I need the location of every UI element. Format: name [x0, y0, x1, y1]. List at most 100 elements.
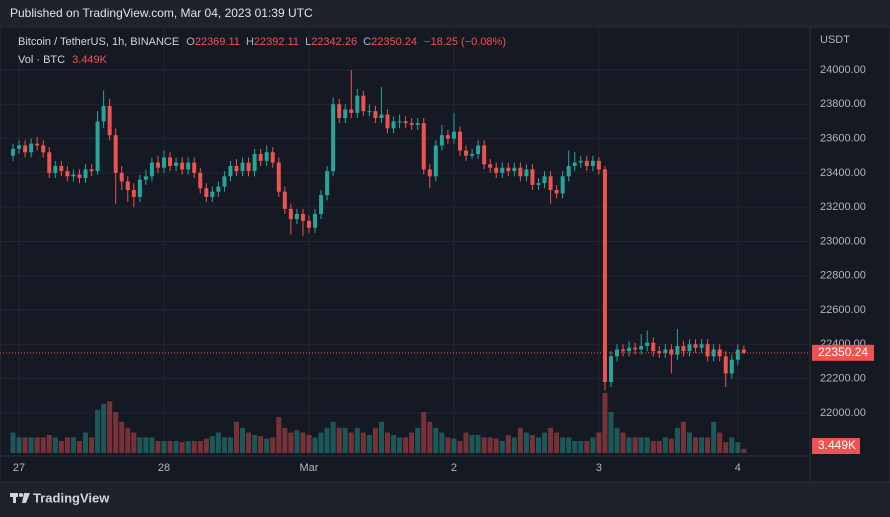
volume-bar — [391, 435, 397, 453]
candle-body — [17, 145, 22, 149]
candle-body — [633, 347, 638, 350]
candle-body — [53, 166, 58, 173]
volume-bar — [330, 421, 336, 453]
candle-body — [77, 174, 82, 178]
x-tick-label: 28 — [158, 462, 170, 474]
candle-body — [433, 145, 438, 177]
candle-body — [421, 123, 426, 170]
candle-body — [11, 148, 16, 156]
volume-bar — [487, 437, 493, 453]
volume-bar — [149, 437, 155, 453]
x-tick-label: Mar — [300, 462, 319, 474]
volume-bar — [191, 441, 197, 453]
candle-body — [524, 169, 529, 177]
candle-body — [198, 172, 203, 189]
candle-body — [476, 145, 481, 154]
volume-bar — [445, 437, 451, 453]
volume-bar — [276, 417, 282, 453]
volume-legend: Vol · BTC 3.449K — [18, 54, 108, 66]
volume-bar — [662, 437, 668, 453]
legend-key: H — [246, 36, 254, 48]
candle-body — [536, 183, 541, 185]
volume-bar — [270, 437, 276, 453]
volume-bar — [536, 437, 541, 453]
volume-bar — [566, 437, 572, 453]
candle-body — [331, 104, 336, 172]
candle-body — [174, 162, 179, 166]
x-tick-label: 2 — [451, 462, 457, 474]
candle-body — [367, 111, 372, 113]
volume-bar — [131, 432, 137, 453]
volume-bar — [46, 435, 52, 453]
candle-body — [300, 214, 305, 221]
volume-bar — [505, 435, 511, 453]
volume-bar — [590, 437, 596, 453]
last-volume-box — [812, 438, 860, 454]
legend-line: Bitcoin / TetherUS, 1h, BINANCE O22369.1… — [18, 36, 506, 48]
candle-body — [403, 121, 408, 124]
volume-bar — [463, 432, 469, 453]
candle-body — [252, 154, 257, 172]
candle-body — [41, 145, 46, 153]
volume-bar — [499, 441, 505, 453]
published-line: Published on TradingView.com, Mar 04, 20… — [10, 6, 313, 20]
volume-bar — [342, 427, 348, 453]
volume-bar — [209, 436, 215, 453]
candle-body — [149, 162, 154, 177]
candle-body — [29, 143, 34, 153]
candle-body — [89, 169, 94, 172]
candle-body — [204, 188, 209, 197]
candle-body — [439, 135, 444, 146]
candle-body — [137, 179, 142, 197]
candle-body — [186, 162, 191, 170]
volume-bar — [632, 437, 638, 453]
chart-frame — [0, 26, 890, 483]
candle-body — [113, 135, 118, 173]
volume-bar — [119, 421, 125, 453]
volume-bar — [58, 441, 64, 453]
volume-bar — [234, 421, 239, 453]
candle-body — [542, 176, 547, 184]
candle-body — [530, 169, 535, 185]
volume-bar — [28, 437, 34, 453]
legend-value: 22342.26 — [311, 36, 357, 48]
volume-bar — [89, 437, 95, 453]
candle-body — [596, 160, 601, 170]
candle-body — [47, 152, 52, 173]
volume-bar — [596, 432, 602, 453]
candle-body — [627, 347, 632, 352]
volume-bar — [397, 437, 403, 453]
legend-key: O — [186, 36, 195, 48]
candle-body — [518, 167, 523, 177]
candle-body — [675, 346, 680, 355]
volume-bar — [529, 435, 535, 453]
volume-bar — [584, 441, 590, 453]
candle-body — [234, 166, 239, 172]
volume-bar — [614, 427, 620, 453]
candle-body — [288, 208, 293, 220]
candle-body — [457, 131, 462, 151]
candle-body — [337, 104, 342, 118]
candle-body — [294, 214, 299, 220]
candle-body — [71, 174, 76, 177]
candle-body — [264, 152, 269, 161]
price-unit: USDT — [820, 34, 850, 46]
candle-body — [258, 154, 263, 161]
candle-body — [687, 344, 692, 352]
volume-bar — [433, 427, 439, 453]
y-tick-label: 23200.00 — [820, 201, 866, 213]
y-tick-label: 23600.00 — [820, 132, 866, 144]
candle-body — [240, 162, 245, 172]
candle-body — [735, 349, 740, 360]
candle-body — [397, 121, 402, 123]
y-tick-label: 22800.00 — [820, 270, 866, 282]
candle-body — [451, 131, 456, 139]
candle-body — [119, 172, 124, 182]
volume-bar — [324, 427, 330, 453]
volume-bar — [264, 438, 270, 453]
candle-body — [729, 359, 734, 374]
candle-body — [155, 162, 160, 168]
volume-value: 3.449K — [72, 54, 108, 66]
volume-bar — [620, 432, 626, 453]
volume-bar — [167, 441, 173, 453]
